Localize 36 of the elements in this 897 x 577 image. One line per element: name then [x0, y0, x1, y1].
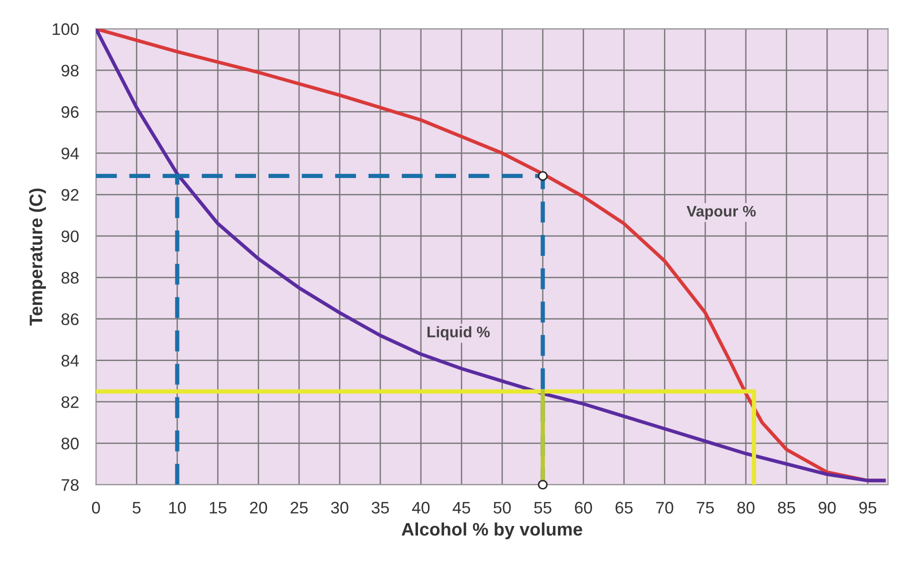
x-tick-label: 25 — [290, 502, 308, 514]
y-tick-label: 98 — [62, 64, 79, 76]
y-tick-label: 92 — [62, 189, 78, 201]
y-tick-label: 86 — [62, 313, 79, 326]
y-tick-label: 78 — [62, 479, 79, 491]
x-tick-label: 5 — [132, 502, 141, 514]
x-tick-label: 80 — [737, 502, 754, 514]
x-tick-label: 10 — [169, 502, 186, 514]
x-tick-label: 60 — [574, 502, 592, 514]
y-tick-label: 82 — [62, 396, 78, 408]
x-tick-label: 15 — [210, 502, 226, 514]
x-tick-label: 65 — [616, 502, 633, 514]
y-tick-label: 94 — [62, 148, 79, 160]
x-tick-label: 35 — [372, 502, 389, 514]
y-axis-title: Temperature (C) — [29, 188, 46, 326]
series-label: Liquid % — [428, 326, 490, 340]
text: Vapour % — [686, 206, 756, 220]
x-tick-label: 40 — [412, 502, 430, 514]
y-tick-label: 100 — [52, 23, 79, 36]
x-tick-label: 90 — [818, 502, 836, 514]
y-tick-label: 88 — [62, 272, 79, 284]
x-axis-title: Alcohol % by volume — [402, 522, 582, 540]
x-tick-label: 95 — [859, 502, 876, 514]
x-tick-label: 0 — [92, 502, 100, 514]
x-tick-label: 55 — [534, 502, 552, 514]
x-tick-label: 50 — [494, 502, 511, 514]
y-tick-label: 80 — [62, 438, 79, 450]
y-tick-label: 84 — [62, 354, 79, 367]
x-tick-label: 30 — [331, 502, 348, 514]
y-tick-label: 96 — [62, 106, 79, 118]
y-tick-label: 90 — [62, 230, 79, 242]
x-tick-label: 85 — [778, 502, 796, 514]
x-tick-label: 45 — [452, 502, 470, 514]
x-tick-label: 20 — [250, 502, 268, 514]
x-tick-label: 75 — [696, 502, 714, 514]
x-tick-label: 70 — [656, 502, 674, 514]
